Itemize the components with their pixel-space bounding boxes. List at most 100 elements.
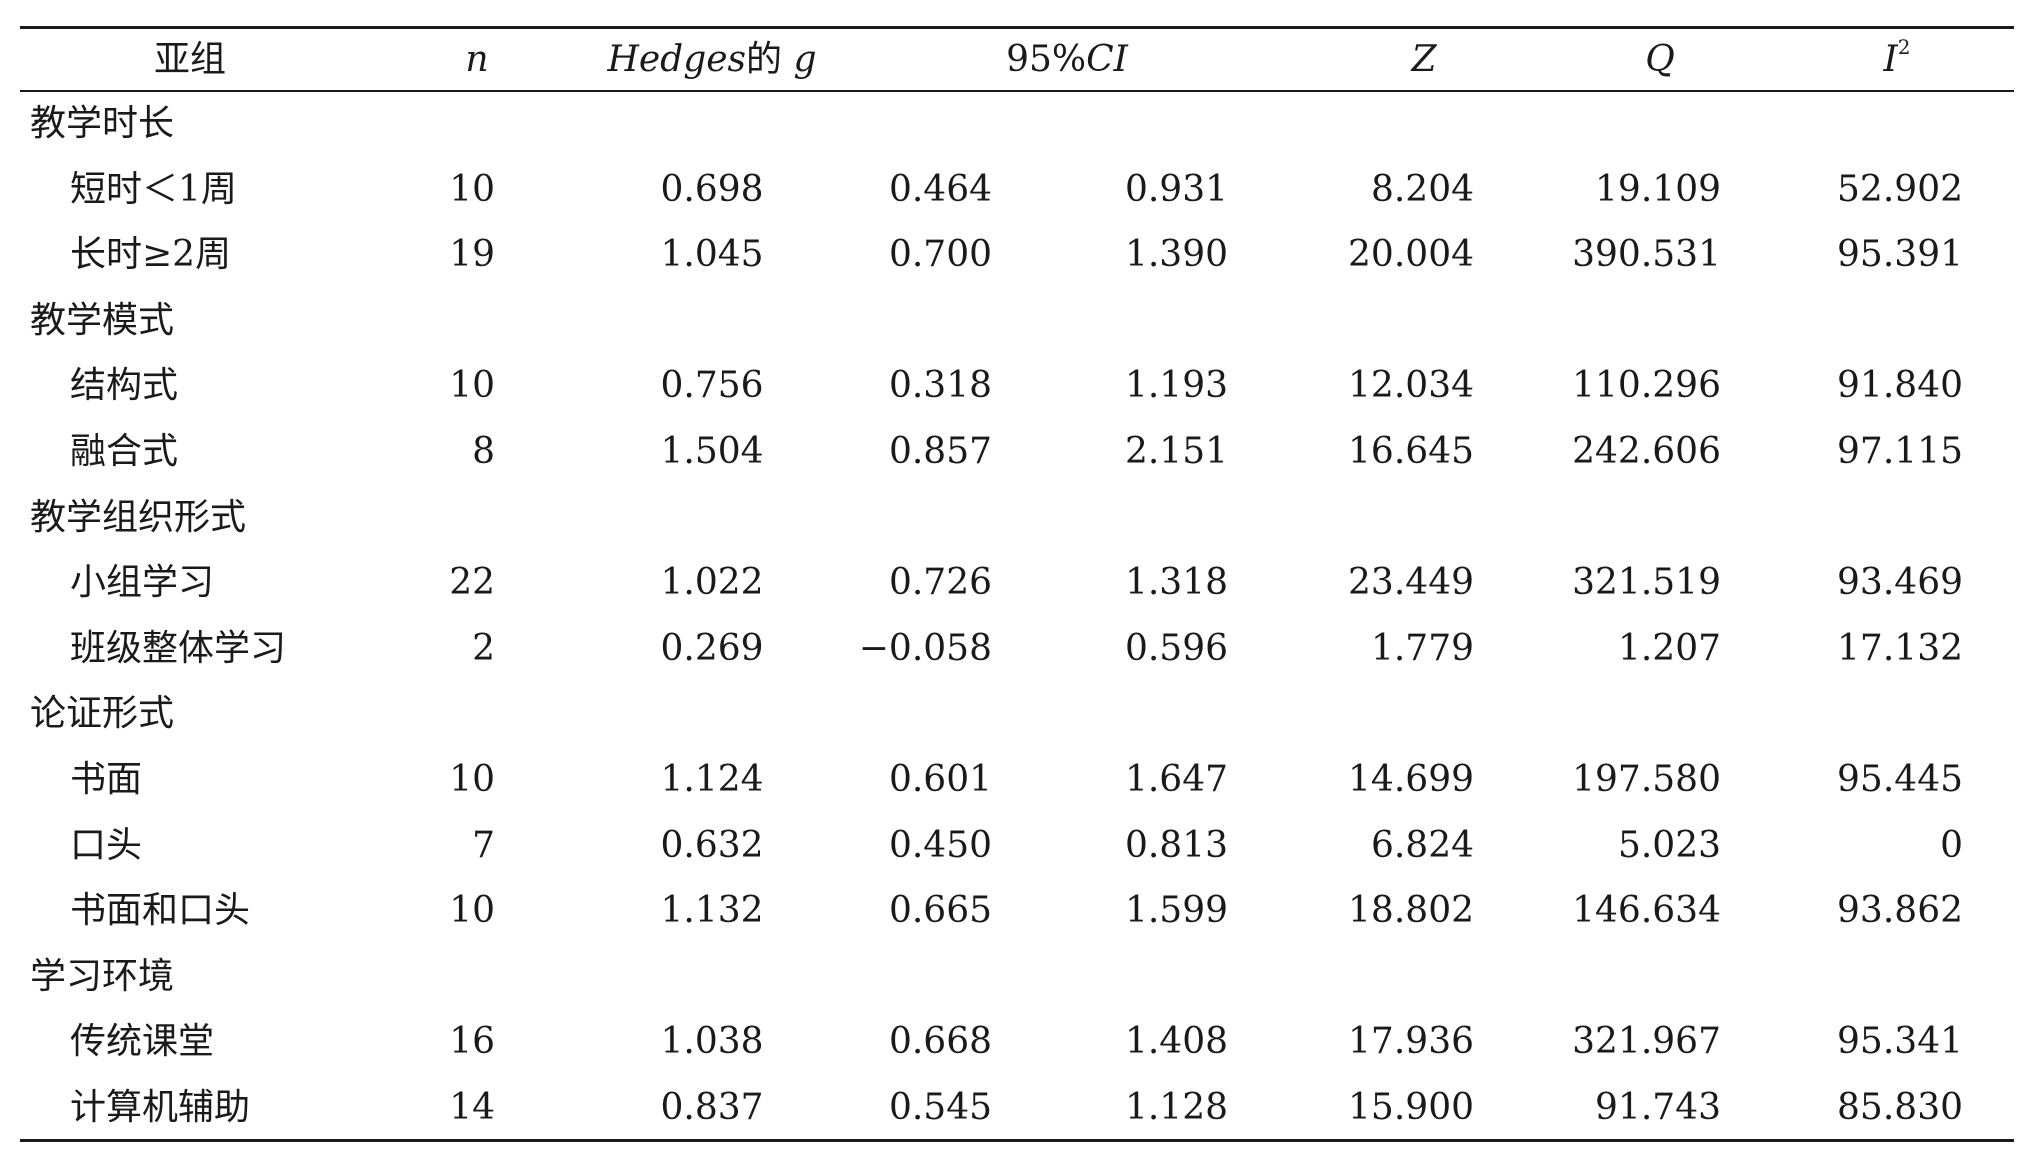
cell-z: 20.004 <box>1348 234 1474 276</box>
subgroup-name: 计算机辅助 <box>70 1087 251 1128</box>
subgroup-name: 口头 <box>70 824 143 866</box>
cell-ci-high: 0.813 <box>1124 824 1228 866</box>
header-q: Q <box>1645 39 1675 80</box>
cell-n: 10 <box>449 365 495 407</box>
cell-ci-high: 2.151 <box>1124 431 1228 472</box>
cell-z: 23.449 <box>1348 562 1474 604</box>
cell-n: 2 <box>472 627 495 669</box>
group-label: 教学模式 <box>30 299 175 341</box>
subgroup-name: 书面和口头 <box>70 890 251 932</box>
cell-z: 12.034 <box>1348 365 1474 407</box>
subgroup-name: 班级整体学习 <box>70 627 287 669</box>
cell-i2: 93.469 <box>1837 562 1963 604</box>
cell-n: 10 <box>449 890 495 932</box>
cell-ci-low: 0.726 <box>888 562 992 604</box>
table-bottom-rule <box>20 1139 2014 1142</box>
cell-q: 19.109 <box>1595 168 1721 210</box>
cell-ci-high: 1.193 <box>1124 365 1228 407</box>
cell-ci-low: −0.058 <box>858 627 992 669</box>
cell-n: 22 <box>449 562 495 604</box>
cell-i2: 97.115 <box>1837 431 1963 472</box>
cell-q: 321.967 <box>1572 1021 1721 1063</box>
cell-n: 7 <box>472 824 495 866</box>
cell-ci-low: 0.668 <box>888 1021 992 1063</box>
table-header-rule <box>20 90 2014 92</box>
subgroup-name: 短时＜1周 <box>70 168 237 210</box>
header-z: Z <box>1411 39 1437 80</box>
cell-ci-low: 0.601 <box>888 759 992 800</box>
cell-z: 18.802 <box>1348 890 1474 932</box>
header-subgroup: 亚组 <box>153 39 227 80</box>
cell-n: 10 <box>449 168 495 210</box>
cell-z: 16.645 <box>1348 431 1474 472</box>
cell-i2: 93.862 <box>1837 890 1963 932</box>
cell-q: 5.023 <box>1617 824 1721 866</box>
cell-z: 1.779 <box>1370 627 1474 669</box>
cell-ci-low: 0.450 <box>888 824 992 866</box>
cell-ci-high: 1.408 <box>1124 1021 1228 1063</box>
cell-i2: 95.445 <box>1837 759 1963 800</box>
cell-g: 0.698 <box>660 168 764 210</box>
cell-ci-low: 0.318 <box>888 365 992 407</box>
cell-i2: 85.830 <box>1837 1087 1963 1128</box>
cell-ci-high: 1.318 <box>1124 562 1228 604</box>
cell-q: 91.743 <box>1595 1087 1721 1128</box>
subgroup-name: 融合式 <box>70 431 179 472</box>
header-i-squared: I2 <box>1883 35 1911 80</box>
cell-q: 197.580 <box>1572 759 1721 800</box>
cell-z: 6.824 <box>1370 824 1474 866</box>
cell-q: 1.207 <box>1617 627 1721 669</box>
cell-ci-low: 0.665 <box>888 890 992 932</box>
cell-ci-high: 1.390 <box>1124 234 1228 276</box>
cell-ci-high: 0.596 <box>1124 627 1228 669</box>
cell-ci-low: 0.464 <box>888 168 992 210</box>
cell-i2: 17.132 <box>1837 627 1963 669</box>
cell-ci-high: 1.647 <box>1124 759 1228 800</box>
cell-q: 390.531 <box>1572 234 1721 276</box>
cell-z: 8.204 <box>1370 168 1474 210</box>
cell-g: 0.269 <box>660 627 764 669</box>
header-95-ci: 95%CI <box>1006 39 1128 80</box>
cell-g: 0.837 <box>660 1087 764 1128</box>
subgroup-name: 书面 <box>70 759 143 800</box>
cell-q: 321.519 <box>1572 562 1721 604</box>
cell-n: 14 <box>449 1087 495 1128</box>
cell-n: 19 <box>449 234 495 276</box>
group-label: 论证形式 <box>30 693 175 735</box>
subgroup-name: 长时≥2周 <box>70 234 232 276</box>
cell-i2: 0 <box>1940 824 1963 866</box>
cell-g: 1.022 <box>660 562 764 604</box>
cell-ci-low: 0.857 <box>888 431 992 472</box>
subgroup-name: 传统课堂 <box>70 1021 215 1063</box>
cell-g: 1.132 <box>660 890 764 932</box>
cell-ci-low: 0.545 <box>888 1087 992 1128</box>
group-label: 学习环境 <box>30 955 175 997</box>
cell-n: 16 <box>449 1021 495 1063</box>
cell-n: 10 <box>449 759 495 800</box>
table-top-rule <box>20 26 2014 29</box>
cell-z: 17.936 <box>1348 1021 1474 1063</box>
cell-ci-high: 1.599 <box>1124 890 1228 932</box>
cell-q: 110.296 <box>1572 365 1721 407</box>
cell-g: 1.045 <box>660 234 764 276</box>
cell-g: 1.038 <box>660 1021 764 1063</box>
group-label: 教学时长 <box>30 103 175 144</box>
subgroup-name: 结构式 <box>70 365 179 407</box>
cell-g: 1.124 <box>660 759 764 800</box>
cell-g: 1.504 <box>660 431 764 472</box>
cell-i2: 52.902 <box>1837 168 1963 210</box>
cell-z: 15.900 <box>1348 1087 1474 1128</box>
cell-i2: 95.341 <box>1837 1021 1963 1063</box>
cell-z: 14.699 <box>1348 759 1474 800</box>
cell-g: 0.756 <box>660 365 764 407</box>
cell-ci-high: 1.128 <box>1124 1087 1228 1128</box>
subgroup-name: 小组学习 <box>70 562 215 604</box>
cell-n: 8 <box>472 431 495 472</box>
header-hedges-g: Hedges的 g <box>607 39 817 80</box>
cell-g: 0.632 <box>660 824 764 866</box>
group-label: 教学组织形式 <box>30 496 247 538</box>
cell-i2: 91.840 <box>1837 365 1963 407</box>
cell-i2: 95.391 <box>1837 234 1963 276</box>
cell-q: 146.634 <box>1572 890 1721 932</box>
cell-q: 242.606 <box>1572 431 1721 472</box>
